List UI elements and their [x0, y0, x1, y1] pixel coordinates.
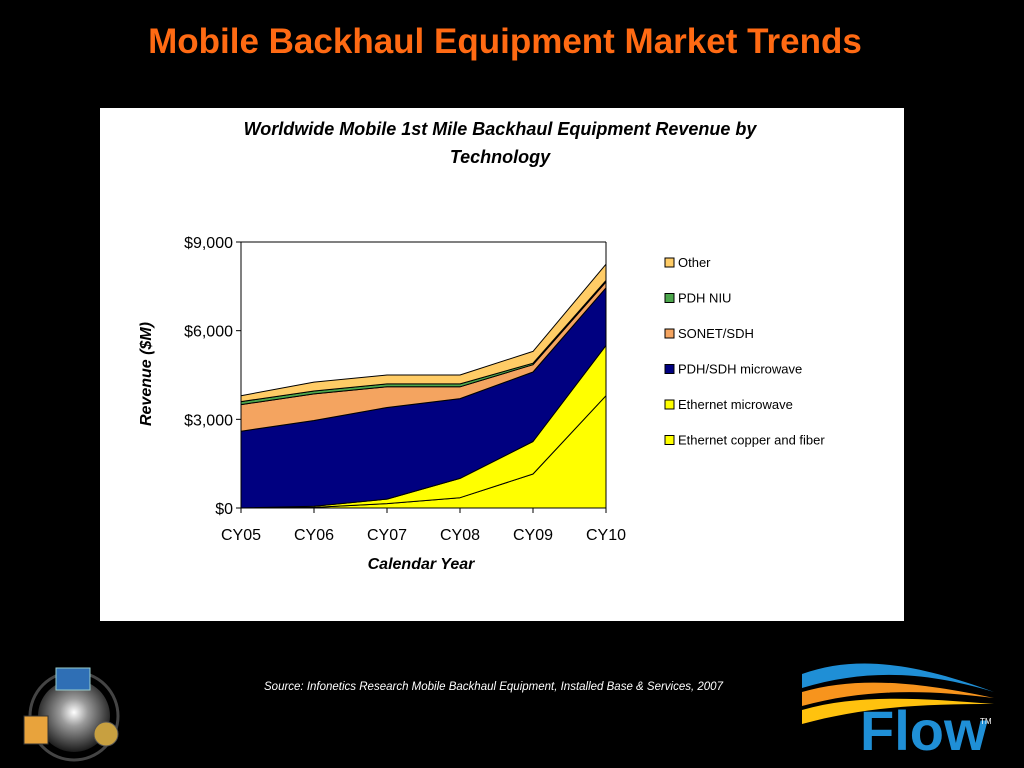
legend-item-other: Other	[664, 255, 711, 270]
x-tick-label: CY07	[367, 527, 407, 544]
chart-legend: Other PDH NIU SONET/SDH PDH/SDH microwave Et…	[664, 255, 825, 448]
legend-swatch	[664, 435, 675, 445]
legend-swatch	[664, 364, 675, 374]
y-tick-label: $9,000	[184, 235, 233, 252]
legend-label: SONET/SDH	[678, 326, 754, 341]
y-tick-label: $3,000	[184, 412, 233, 429]
legend-label: Other	[678, 255, 711, 270]
stacked-area-chart: Worldwide Mobile 1st Mile Backhaul Equip…	[138, 119, 825, 573]
x-tick-label: CY05	[221, 527, 261, 544]
x-tick-label: CY08	[440, 527, 480, 544]
legend-item-ethernet-microwave: Ethernet microwave	[664, 397, 793, 412]
flow-logo: Flow TM	[802, 663, 994, 758]
chart-title-line2: Technology	[450, 147, 551, 167]
series-areas	[240, 263, 607, 509]
trademark-mark: TM	[980, 717, 992, 726]
chart-axes: $0 $3,000 $6,000 $9,000 CY05 CY06 CY07 CY08 CY09…	[184, 235, 626, 544]
legend-swatch	[664, 399, 675, 410]
chart-title-line1: Worldwide Mobile 1st Mile Backhaul Equip…	[244, 119, 758, 139]
legend-item-pdh-niu: PDH NIU	[664, 291, 731, 306]
legend-swatch	[664, 257, 675, 268]
source-note: Source: Infonetics Research Mobile Backh…	[264, 681, 723, 693]
x-tick-label: CY06	[294, 527, 334, 544]
legend-label: PDH NIU	[678, 291, 731, 306]
slide-title: Mobile Backhaul Equipment Market Trends	[148, 22, 862, 61]
legend-item-ethernet-copper-and-fiber: Ethernet copper and fiber	[664, 433, 825, 448]
legend-label: PDH/SDH microwave	[678, 362, 802, 377]
x-tick-label: CY10	[586, 527, 626, 544]
legend-swatch	[664, 328, 675, 339]
legend-item-pdh-sdh-microwave: PDH/SDH microwave	[664, 362, 802, 377]
y-axis-label: Revenue ($M)	[138, 322, 155, 426]
legend-label: Ethernet copper and fiber	[678, 433, 825, 448]
globe-badge-icon	[23, 667, 120, 762]
y-tick-label: $0	[215, 501, 233, 518]
legend-label: Ethernet microwave	[678, 397, 793, 412]
legend-swatch	[664, 293, 675, 303]
legend-item-sonet-sdh: SONET/SDH	[664, 326, 754, 341]
x-axis-label: Calendar Year	[368, 556, 476, 573]
y-tick-label: $6,000	[184, 324, 233, 341]
flow-logo-text: Flow	[860, 699, 988, 758]
x-tick-label: CY09	[513, 527, 553, 544]
chart-panel: Worldwide Mobile 1st Mile Backhaul Equip…	[100, 108, 904, 621]
